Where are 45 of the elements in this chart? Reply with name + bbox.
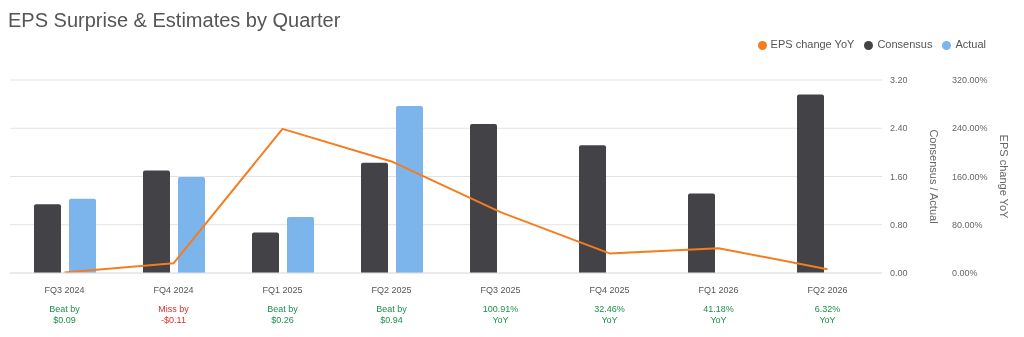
bar	[688, 193, 715, 273]
text: Beat by $0.94	[376, 304, 408, 325]
bar	[34, 204, 61, 273]
text: 32.46% YoY	[594, 304, 625, 325]
y2-tick-label: 320.00%	[952, 75, 988, 86]
x-tick-label: FQ1 2026	[698, 285, 739, 295]
y-tick-label: 1.60	[890, 171, 908, 182]
legend-label: Consensus	[877, 38, 933, 50]
bar	[287, 216, 314, 273]
bar	[797, 94, 824, 273]
x-tick-label: FQ2 2026	[807, 285, 848, 295]
bar	[69, 198, 96, 273]
chart-title: EPS Surprise & Estimates by Quarter	[8, 8, 342, 33]
bar	[579, 145, 606, 273]
x-tick-label: FQ1 2025	[262, 285, 303, 295]
x-tick-label: FQ2 2025	[371, 285, 412, 295]
y2-axis-title: EPS change YoY	[998, 134, 1011, 220]
bar	[143, 170, 170, 273]
y2-tick-label: 80.00%	[952, 219, 983, 230]
line-series	[63, 127, 829, 273]
bar	[252, 232, 279, 273]
y2-tick-label: 160.00%	[952, 171, 988, 182]
legend-label: Actual	[955, 38, 986, 50]
x-tick-label: FQ4 2024	[153, 285, 194, 295]
bar	[470, 124, 497, 273]
bar	[396, 105, 423, 273]
text: 41.18% YoY	[703, 304, 734, 325]
y-axis-title: Consensus / Actual	[928, 129, 941, 224]
text: Beat by $0.09	[49, 304, 81, 325]
text: 100.91% YoY	[482, 304, 519, 325]
y2-tick-label: 240.00%	[952, 123, 988, 134]
y-tick-label: 0.00	[890, 268, 908, 279]
bar	[361, 162, 388, 273]
text: Miss by -$0.11	[158, 304, 190, 325]
legend-label: EPS change YoY	[770, 38, 855, 50]
y-tick-label: 3.20	[890, 75, 908, 86]
x-tick-label: FQ3 2025	[480, 285, 521, 295]
x-tick-label: FQ4 2025	[589, 285, 630, 295]
y2-tick-label: 0.00%	[952, 268, 978, 279]
y-tick-label: 0.80	[890, 219, 908, 230]
text: Beat by $0.26	[267, 304, 299, 325]
y-tick-label: 2.40	[890, 123, 908, 134]
text: 6.32% YoY	[814, 304, 841, 325]
x-tick-label: FQ3 2024	[44, 285, 85, 295]
bar	[178, 177, 205, 273]
